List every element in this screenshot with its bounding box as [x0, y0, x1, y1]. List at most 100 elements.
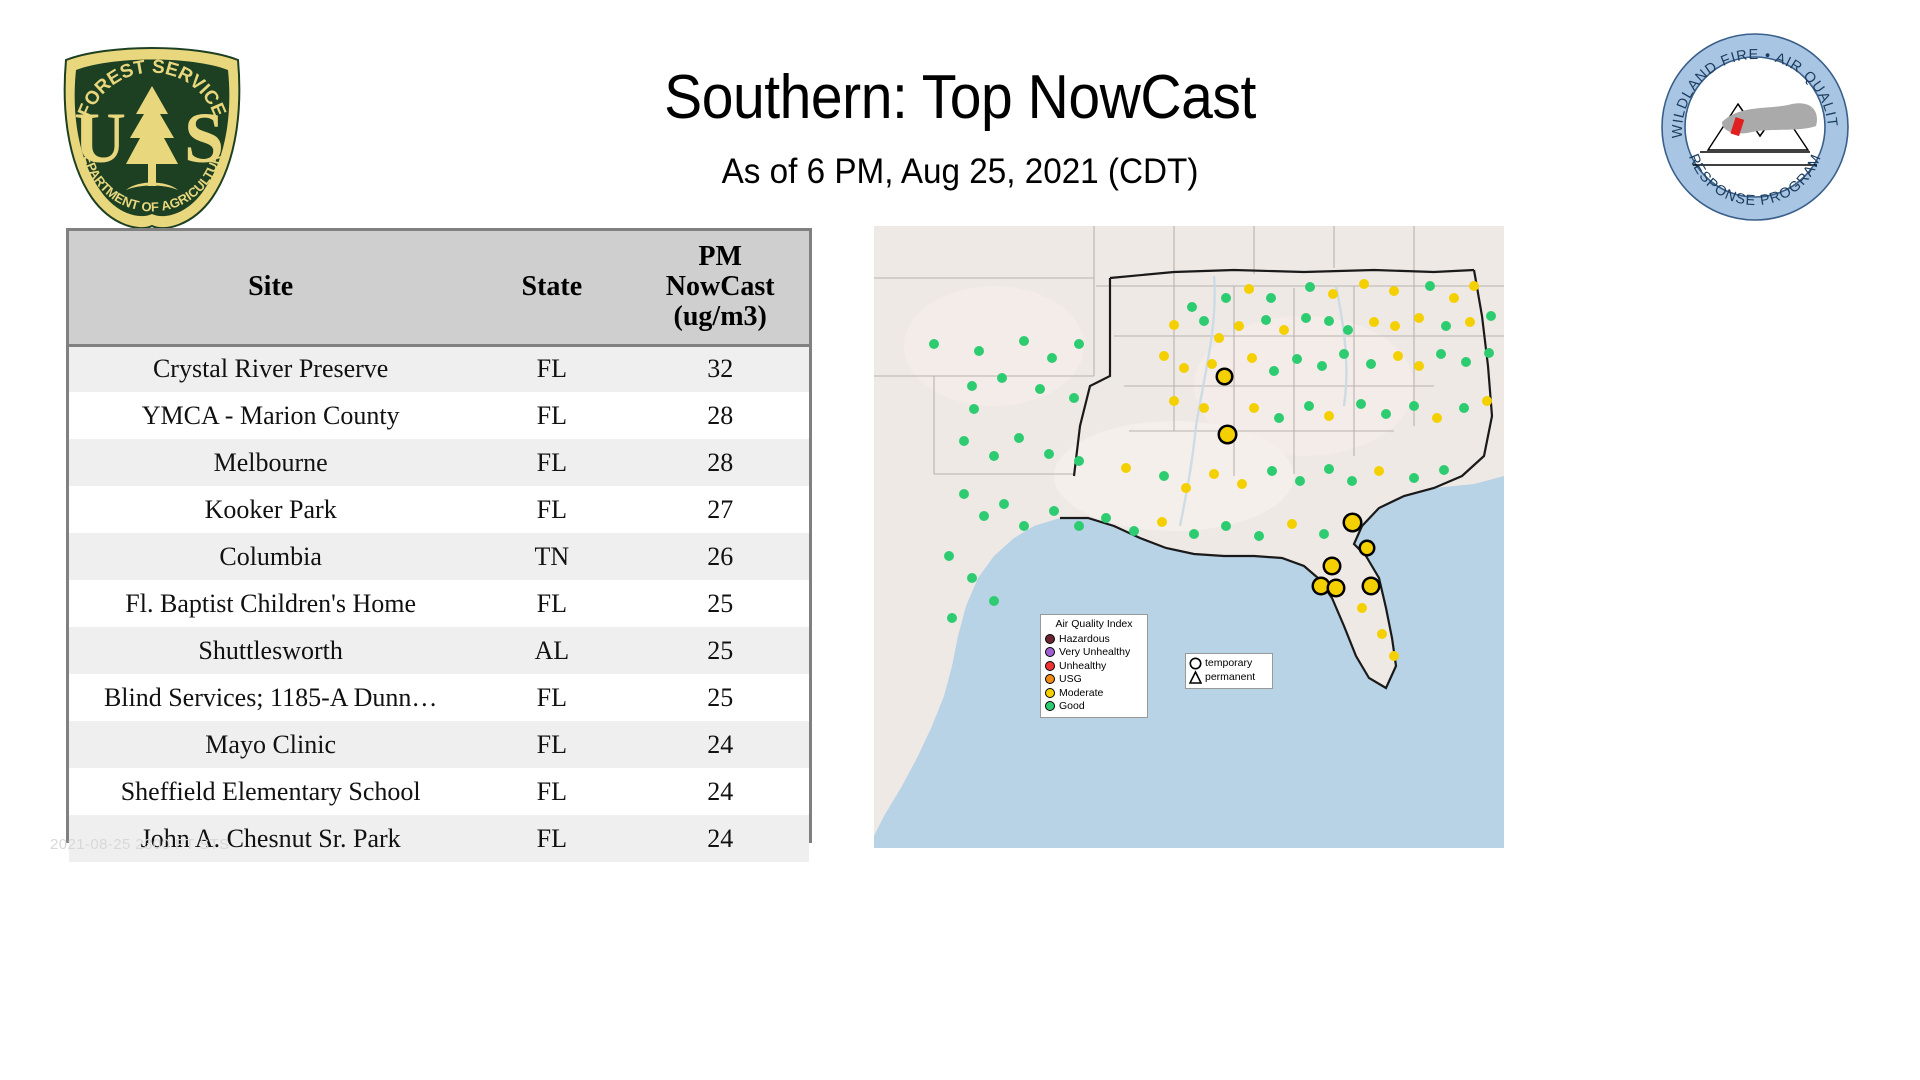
monitor-dot[interactable] [959, 489, 969, 499]
monitor-dot[interactable] [1469, 281, 1479, 291]
monitor-dot[interactable] [1356, 399, 1366, 409]
monitor-dot[interactable] [1436, 349, 1446, 359]
monitor-dot[interactable] [1019, 336, 1029, 346]
monitor-dot[interactable] [1261, 315, 1271, 325]
monitor-dot[interactable] [1169, 320, 1179, 330]
monitor-dot[interactable] [1304, 401, 1314, 411]
monitor-dot[interactable] [1339, 349, 1349, 359]
monitor-dot[interactable] [1484, 348, 1494, 358]
monitor-dot[interactable] [1486, 311, 1496, 321]
monitor-dot[interactable] [1199, 403, 1209, 413]
monitor-dot[interactable] [1459, 403, 1469, 413]
monitor-dot[interactable] [1121, 463, 1131, 473]
monitor-dot-highlighted[interactable] [1314, 579, 1328, 593]
monitor-dot[interactable] [1237, 479, 1247, 489]
monitor-dot[interactable] [1074, 339, 1084, 349]
monitor-dot[interactable] [1101, 513, 1111, 523]
table-row[interactable]: YMCA - Marion County FL 28 [69, 392, 809, 439]
monitor-dot-highlighted[interactable] [1217, 369, 1231, 383]
monitor-dot[interactable] [1324, 316, 1334, 326]
monitor-dot[interactable] [1461, 357, 1471, 367]
monitor-dot[interactable] [1189, 529, 1199, 539]
monitor-dot[interactable] [967, 573, 977, 583]
monitor-dot[interactable] [1317, 361, 1327, 371]
monitor-dot[interactable] [1359, 279, 1369, 289]
monitor-dot[interactable] [1157, 517, 1167, 527]
table-row[interactable]: Fl. Baptist Children's Home FL 25 [69, 580, 809, 627]
monitor-dot-highlighted[interactable] [1329, 581, 1343, 595]
monitor-dot[interactable] [1074, 521, 1084, 531]
monitor-dot[interactable] [1187, 302, 1197, 312]
monitor-dot-highlighted[interactable] [1361, 542, 1373, 554]
table-row[interactable]: Melbourne FL 28 [69, 439, 809, 486]
monitor-dot[interactable] [1377, 629, 1387, 639]
monitor-dot[interactable] [1465, 317, 1475, 327]
monitor-dot[interactable] [1269, 366, 1279, 376]
monitor-dot[interactable] [1409, 473, 1419, 483]
monitor-dot[interactable] [1014, 433, 1024, 443]
monitor-dot[interactable] [1234, 321, 1244, 331]
monitor-dot[interactable] [1343, 325, 1353, 335]
table-row[interactable]: Sheffield Elementary School FL 24 [69, 768, 809, 815]
monitor-dot[interactable] [999, 499, 1009, 509]
monitor-dot[interactable] [1209, 469, 1219, 479]
monitor-dot[interactable] [1305, 282, 1315, 292]
monitor-dot[interactable] [1069, 393, 1079, 403]
monitor-dot-highlighted[interactable] [1219, 426, 1235, 442]
monitor-dot[interactable] [989, 451, 999, 461]
monitor-dot[interactable] [944, 551, 954, 561]
monitor-dot[interactable] [1319, 529, 1329, 539]
monitor-dot-highlighted[interactable] [1364, 579, 1378, 593]
table-row[interactable]: Mayo Clinic FL 24 [69, 721, 809, 768]
monitor-dot[interactable] [1449, 293, 1459, 303]
table-row[interactable]: Blind Services; 1185-A Dunn… FL 25 [69, 674, 809, 721]
monitor-dot[interactable] [1414, 361, 1424, 371]
monitor-dot[interactable] [997, 373, 1007, 383]
monitor-dot[interactable] [1441, 321, 1451, 331]
table-row[interactable]: Kooker Park FL 27 [69, 486, 809, 533]
monitor-dot[interactable] [1169, 396, 1179, 406]
monitor-dot[interactable] [1347, 476, 1357, 486]
monitor-dot[interactable] [1432, 413, 1442, 423]
monitor-dot[interactable] [979, 511, 989, 521]
monitor-dot[interactable] [1221, 293, 1231, 303]
monitor-dot[interactable] [1266, 293, 1276, 303]
monitor-dot[interactable] [1414, 313, 1424, 323]
table-row[interactable]: Shuttlesworth AL 25 [69, 627, 809, 674]
monitor-dot[interactable] [1381, 409, 1391, 419]
monitor-dot[interactable] [947, 613, 957, 623]
monitor-dot[interactable] [1393, 351, 1403, 361]
monitor-dot[interactable] [1390, 321, 1400, 331]
monitor-dot[interactable] [1207, 359, 1217, 369]
monitor-dot[interactable] [1159, 351, 1169, 361]
monitor-dot[interactable] [929, 339, 939, 349]
monitor-dot[interactable] [1366, 359, 1376, 369]
air-quality-map[interactable]: Air Quality Index Hazardous Very Unhealth… [874, 226, 1504, 848]
table-row[interactable]: John A. Chesnut Sr. Park FL 24 [69, 815, 809, 862]
monitor-dot[interactable] [969, 404, 979, 414]
monitor-dot[interactable] [1369, 317, 1379, 327]
monitor-dot[interactable] [1274, 413, 1284, 423]
monitor-dot[interactable] [1389, 286, 1399, 296]
monitor-dot[interactable] [1049, 506, 1059, 516]
monitor-dot[interactable] [1267, 466, 1277, 476]
monitor-dot[interactable] [1199, 316, 1209, 326]
monitor-dot[interactable] [1247, 353, 1257, 363]
monitor-dot[interactable] [1129, 526, 1139, 536]
monitor-dot[interactable] [1324, 411, 1334, 421]
monitor-dot[interactable] [1179, 363, 1189, 373]
monitor-dot[interactable] [1301, 313, 1311, 323]
monitor-dot[interactable] [989, 596, 999, 606]
monitor-dot[interactable] [1292, 354, 1302, 364]
monitor-dot[interactable] [1181, 483, 1191, 493]
monitor-dot[interactable] [1295, 476, 1305, 486]
monitor-dot-highlighted[interactable] [1344, 514, 1360, 530]
monitor-dot[interactable] [1324, 464, 1334, 474]
monitor-dot[interactable] [967, 381, 977, 391]
table-row[interactable]: Columbia TN 26 [69, 533, 809, 580]
monitor-dot[interactable] [1357, 603, 1367, 613]
monitor-dot[interactable] [1214, 333, 1224, 343]
monitor-dot[interactable] [1047, 353, 1057, 363]
monitor-dot[interactable] [1254, 531, 1264, 541]
monitor-dot[interactable] [1044, 449, 1054, 459]
